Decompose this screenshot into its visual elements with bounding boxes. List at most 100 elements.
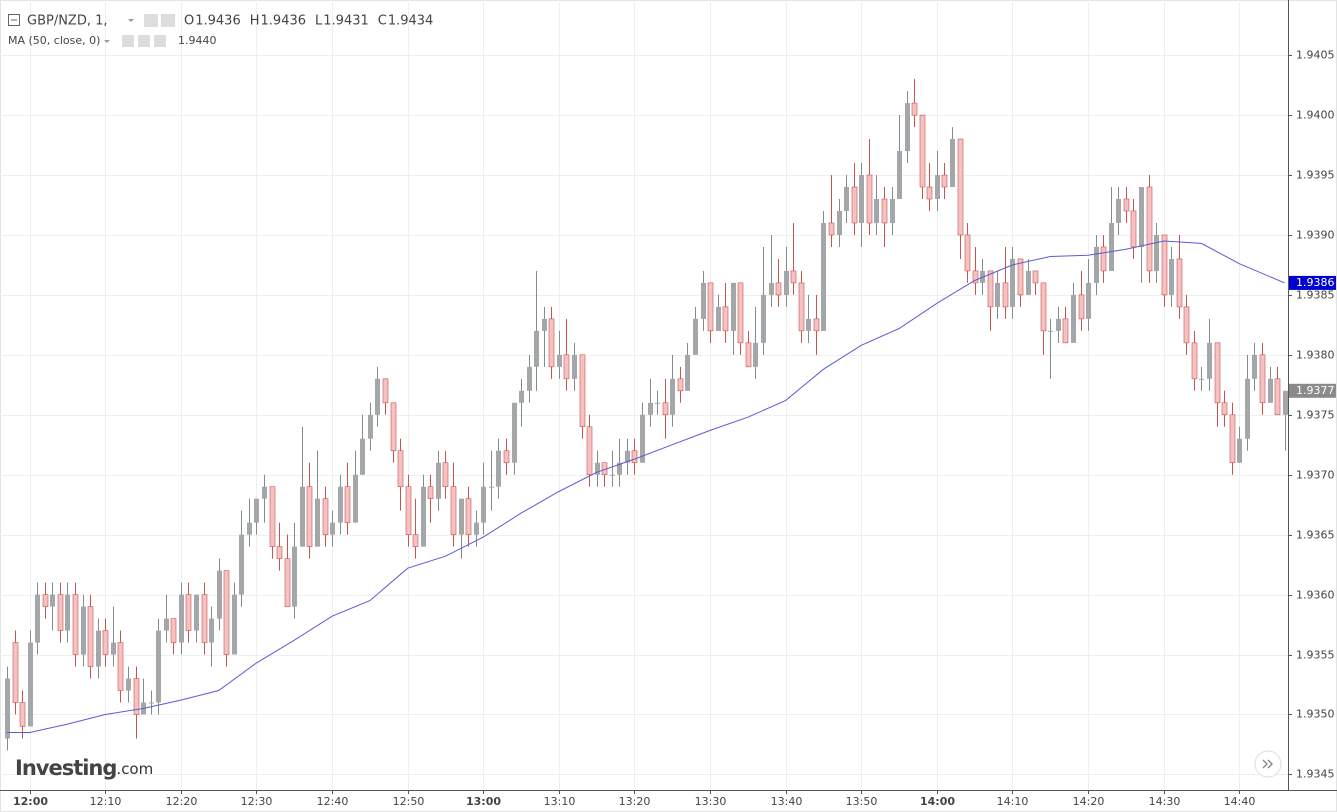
candle-body bbox=[512, 402, 517, 463]
candle-body bbox=[542, 318, 547, 331]
y-tick-label: 1.9380 bbox=[1296, 349, 1335, 362]
collapse-icon[interactable] bbox=[8, 14, 20, 26]
last-price-tag bbox=[1289, 383, 1336, 398]
candle-body bbox=[701, 282, 706, 319]
x-tick-label: 12:10 bbox=[90, 795, 122, 808]
candle-body bbox=[201, 594, 208, 643]
candle-body bbox=[269, 486, 276, 547]
y-tick-label: 1.9355 bbox=[1296, 649, 1335, 662]
candle-body bbox=[164, 618, 169, 631]
candle-body bbox=[1002, 282, 1009, 308]
candle-body bbox=[179, 594, 184, 643]
candle-body bbox=[330, 522, 335, 535]
candle-body bbox=[1100, 246, 1107, 272]
candle-body bbox=[57, 594, 64, 631]
candle-body bbox=[1116, 198, 1121, 223]
candle-body bbox=[133, 678, 140, 715]
candle-body bbox=[322, 498, 329, 535]
x-tick-label: 12:20 bbox=[166, 795, 198, 808]
candle-body bbox=[368, 414, 373, 439]
candle-body bbox=[731, 282, 736, 331]
candle-body bbox=[465, 498, 472, 535]
candle-body bbox=[126, 678, 131, 691]
x-tick-label: 13:20 bbox=[619, 795, 651, 808]
candle-body bbox=[72, 594, 79, 655]
candle-body bbox=[737, 282, 744, 344]
candle-body bbox=[1259, 354, 1266, 404]
candle-body bbox=[1026, 270, 1031, 295]
icon[interactable] bbox=[154, 35, 166, 47]
candle-body bbox=[481, 486, 486, 523]
candle-body bbox=[5, 678, 10, 739]
candle-body bbox=[65, 594, 70, 631]
ohlc-key: O bbox=[184, 14, 194, 29]
candle-body bbox=[1161, 234, 1168, 296]
icon[interactable] bbox=[122, 35, 134, 47]
candle-body bbox=[670, 378, 675, 415]
candle-body bbox=[421, 486, 426, 547]
candle-body bbox=[579, 354, 586, 428]
candle-body bbox=[995, 282, 1000, 307]
candle-body bbox=[527, 366, 532, 391]
candle-body bbox=[102, 630, 109, 655]
candle-body bbox=[519, 390, 524, 403]
candle-body bbox=[300, 486, 305, 547]
x-tick-label: 14:00 bbox=[920, 795, 955, 808]
candle-body bbox=[957, 138, 964, 236]
candle-body bbox=[1032, 270, 1039, 284]
candle-body bbox=[338, 486, 343, 523]
candle-body bbox=[450, 486, 457, 535]
icon[interactable] bbox=[144, 14, 158, 27]
candle-body bbox=[1056, 318, 1061, 331]
candle-body bbox=[254, 498, 259, 523]
candle-body bbox=[405, 486, 412, 535]
candle-body bbox=[897, 151, 902, 199]
candle-body bbox=[685, 354, 690, 391]
dropdown[interactable] bbox=[104, 40, 110, 43]
x-tick-label: 12:00 bbox=[13, 795, 48, 808]
candle-body bbox=[813, 318, 820, 332]
candle-body bbox=[1245, 378, 1250, 439]
x-tick-label: 14:30 bbox=[1149, 795, 1181, 808]
candle-body bbox=[390, 402, 397, 452]
x-tick-label: 13:10 bbox=[544, 795, 576, 808]
candle-body bbox=[534, 330, 539, 367]
candle-body bbox=[950, 139, 955, 188]
candle-body bbox=[217, 570, 222, 619]
icon[interactable] bbox=[138, 35, 150, 47]
candle-body bbox=[117, 642, 124, 691]
candle-body bbox=[1221, 402, 1228, 416]
scroll-button[interactable] bbox=[1254, 750, 1282, 778]
axis-labels: 1.9345 1.9350 1.9355 1.9360 1.9365 1.9370 1.93… bbox=[13, 49, 1336, 808]
candle-body bbox=[648, 402, 653, 415]
candle-body bbox=[790, 270, 797, 284]
candle-body bbox=[397, 450, 404, 488]
candle-body bbox=[185, 594, 192, 631]
candle-body bbox=[890, 198, 895, 223]
candle-body bbox=[563, 354, 570, 380]
candle-body bbox=[50, 594, 55, 607]
y-tick-label: 1.9390 bbox=[1296, 229, 1335, 242]
candle-body bbox=[625, 450, 630, 463]
candle-body bbox=[436, 462, 441, 499]
candle-body bbox=[1183, 306, 1190, 344]
dropdown[interactable] bbox=[128, 19, 134, 22]
candle-body bbox=[306, 486, 313, 547]
candle-body bbox=[1109, 222, 1114, 271]
ohlc-value: 1.9434 bbox=[388, 14, 434, 29]
candle-body bbox=[722, 306, 729, 332]
candle-body bbox=[828, 222, 835, 236]
candle-body bbox=[548, 318, 555, 368]
candle-body bbox=[753, 342, 758, 367]
icon[interactable] bbox=[161, 14, 175, 27]
candle-body bbox=[1010, 258, 1015, 307]
brand-name: Investing bbox=[15, 756, 116, 780]
candle-body bbox=[382, 378, 389, 404]
candle-body bbox=[442, 462, 449, 488]
x-tick-label: 14:20 bbox=[1073, 795, 1105, 808]
x-tick-label: 13:50 bbox=[846, 795, 878, 808]
brand-suffix: .com bbox=[116, 760, 153, 778]
candle-body bbox=[1130, 210, 1137, 248]
ma-price-tag bbox=[1289, 275, 1336, 290]
candle-body bbox=[1268, 378, 1273, 403]
